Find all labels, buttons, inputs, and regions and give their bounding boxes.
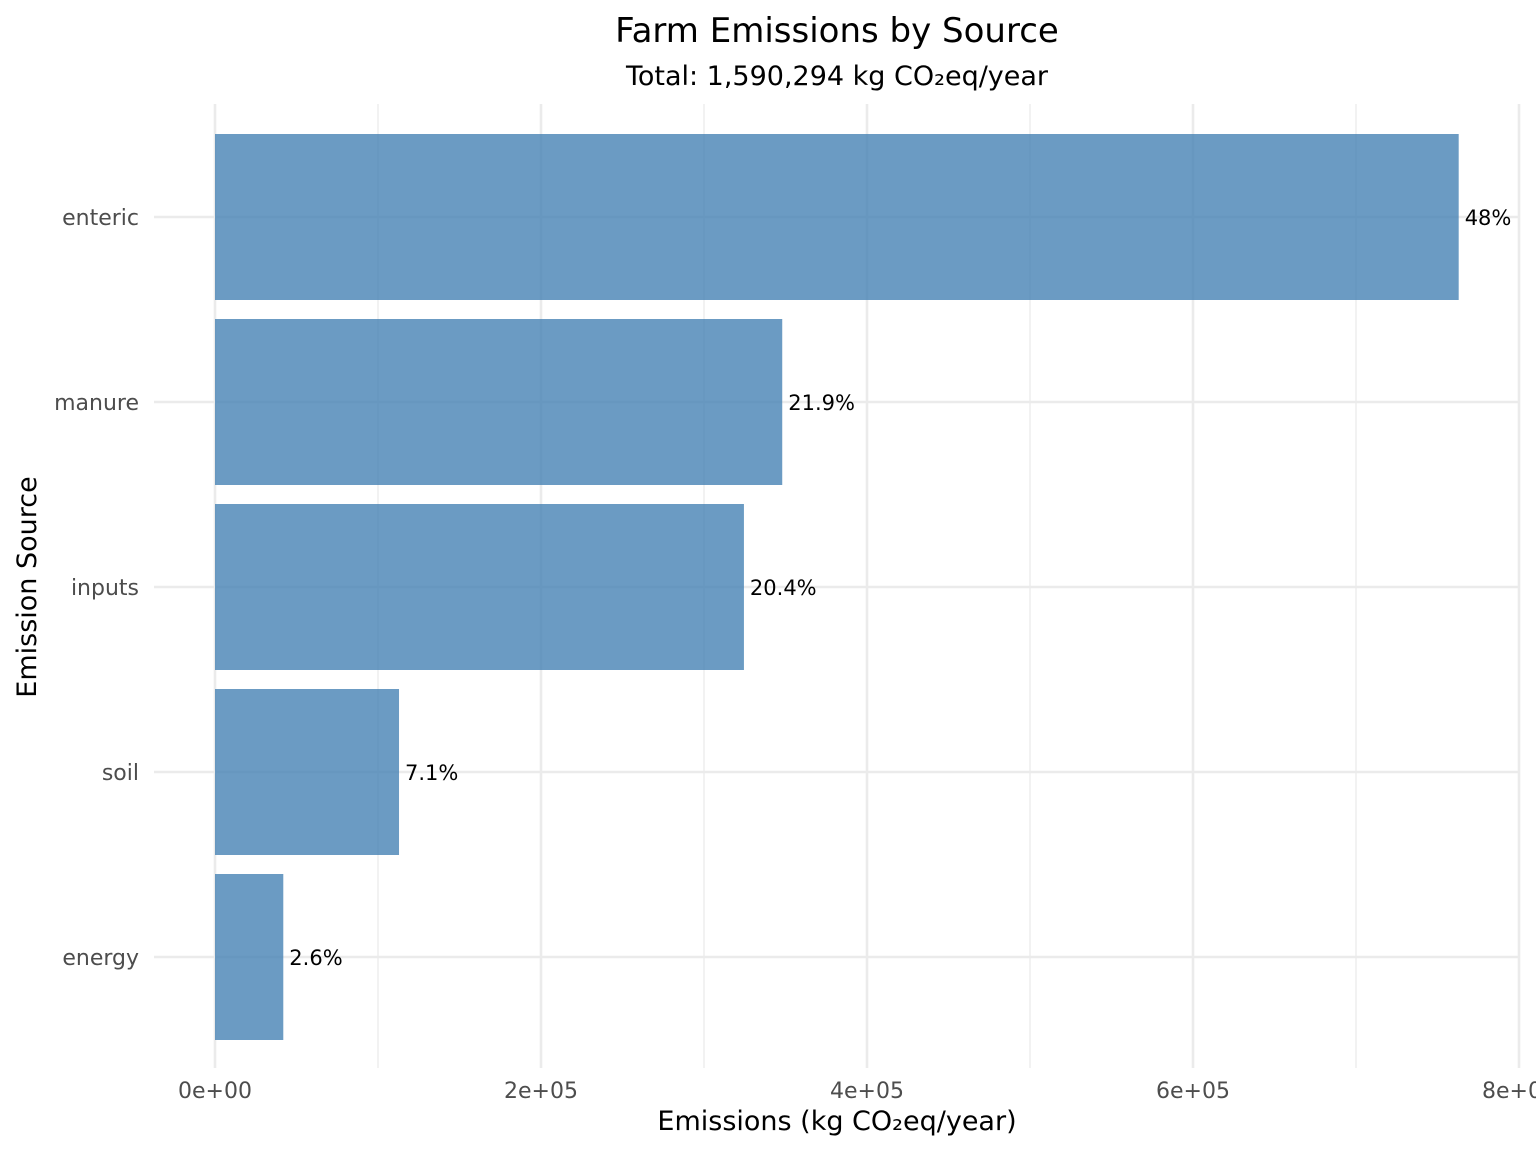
x-axis-ticks: 0e+00 2e+05 4e+05 6e+05 8e+05 bbox=[178, 1079, 1536, 1104]
y-tick-label-energy: energy bbox=[62, 946, 139, 971]
y-axis-ticks: enteric manure inputs soil energy bbox=[54, 206, 139, 971]
data-labels: 48% 21.9% 20.4% 7.1% 2.6% bbox=[289, 206, 1511, 970]
x-axis-title: Emissions (kg CO₂eq/year) bbox=[657, 1106, 1016, 1137]
bar-manure bbox=[215, 319, 783, 485]
y-tick-label-soil: soil bbox=[102, 761, 139, 786]
bar-soil bbox=[215, 689, 400, 855]
data-label-enteric: 48% bbox=[1465, 206, 1512, 230]
bar-energy bbox=[215, 874, 284, 1040]
y-tick-label-enteric: enteric bbox=[62, 206, 139, 231]
bar-inputs bbox=[215, 504, 744, 670]
x-tick-label: 0e+00 bbox=[178, 1079, 252, 1104]
chart-title: Farm Emissions by Source bbox=[615, 11, 1059, 51]
x-tick-label: 2e+05 bbox=[504, 1079, 578, 1104]
x-tick-label: 6e+05 bbox=[1156, 1079, 1230, 1104]
data-label-manure: 21.9% bbox=[788, 391, 855, 415]
bars bbox=[215, 134, 1459, 1040]
y-tick-label-manure: manure bbox=[54, 391, 139, 416]
x-tick-label: 4e+05 bbox=[830, 1079, 904, 1104]
data-label-inputs: 20.4% bbox=[750, 576, 817, 600]
y-axis-title: Emission Source bbox=[12, 476, 43, 697]
data-label-energy: 2.6% bbox=[289, 946, 342, 970]
chart-subtitle: Total: 1,590,294 kg CO₂eq/year bbox=[625, 61, 1049, 92]
x-tick-label: 8e+05 bbox=[1482, 1079, 1536, 1104]
y-tick-label-inputs: inputs bbox=[71, 576, 139, 601]
data-label-soil: 7.1% bbox=[405, 761, 458, 785]
bar-enteric bbox=[215, 134, 1459, 300]
